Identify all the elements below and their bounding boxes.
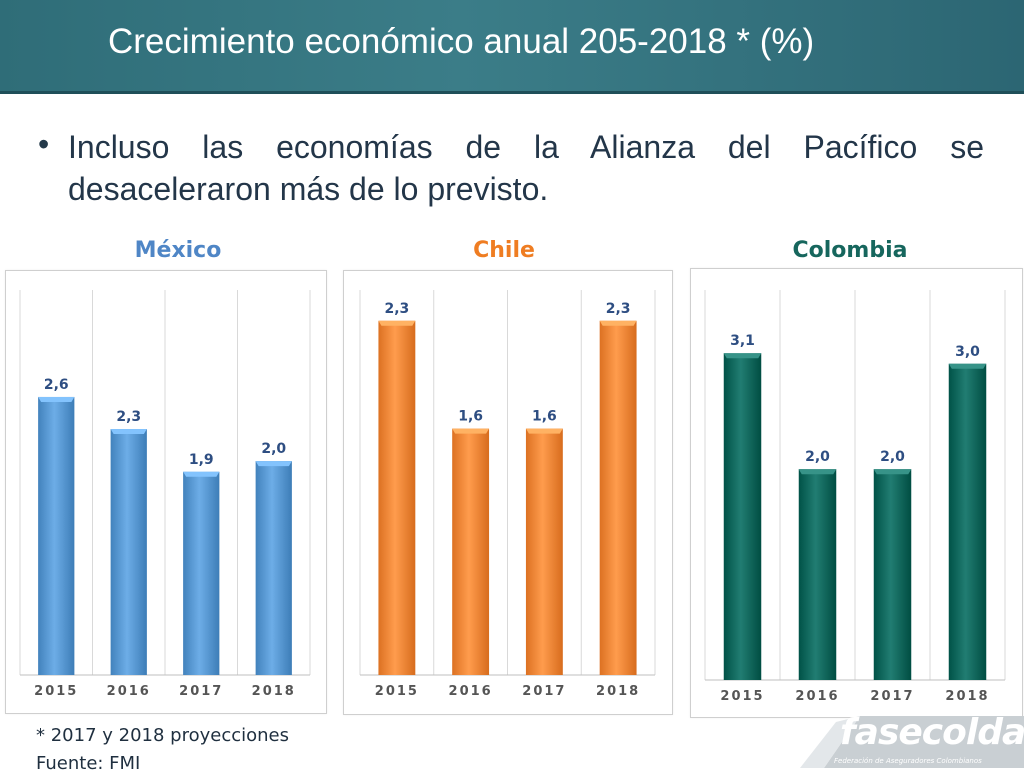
bar-chart-chile: 2,3 2015 1,6 2016 1,6 2017 2,3 2018 <box>359 290 656 699</box>
x-tick-label: 2017 <box>179 684 223 699</box>
bar-cap <box>183 471 220 477</box>
x-tick-label: 2018 <box>252 684 296 699</box>
bar-cap <box>723 353 762 359</box>
data-label: 1,9 <box>189 452 214 468</box>
data-label: 2,3 <box>606 301 631 317</box>
bar-cap <box>798 469 837 475</box>
data-label: 2,0 <box>805 449 830 465</box>
bar-cap <box>452 428 490 434</box>
x-tick-label: 2015 <box>34 684 78 699</box>
title-bar: Crecimiento económico anual 205-2018 * (… <box>0 0 1024 94</box>
slide-title: Crecimiento económico anual 205-2018 * (… <box>108 22 815 61</box>
bar-cap <box>38 396 75 402</box>
x-tick-label: 2017 <box>870 689 914 704</box>
x-tick-label: 2016 <box>449 684 493 699</box>
data-label: 2,0 <box>880 449 905 465</box>
bar-chart-mexico: 2,6 2015 2,3 2016 1,9 2017 2,0 2018 <box>19 290 311 699</box>
bullet-dot: • <box>38 126 50 162</box>
fasecolda-logo: fasecolda Federación de Aseguradores Col… <box>790 712 1024 768</box>
bar-2017 <box>525 428 563 675</box>
bar-2015 <box>723 353 762 680</box>
bar-chart-colombia: 3,1 2015 2,0 2016 2,0 2017 3,0 2018 <box>704 290 1006 704</box>
chart-title-chile: Chile <box>473 238 535 263</box>
bar-cap <box>378 320 416 326</box>
bar-cap <box>873 469 912 475</box>
bullet-text: Incluso las economías de la Alianza del … <box>68 129 984 207</box>
bar-cap <box>110 429 147 435</box>
bar-2018 <box>948 363 987 680</box>
bar-cap <box>525 428 563 434</box>
logo-tagline: Federación de Aseguradores Colombianos <box>834 757 982 765</box>
data-label: 1,6 <box>458 409 483 425</box>
chart-title-colombia: Colombia <box>792 238 908 263</box>
bar-cap <box>255 461 292 467</box>
data-label: 2,3 <box>384 301 409 317</box>
source-note: Fuente: FMI <box>36 753 141 774</box>
data-label: 3,0 <box>955 344 980 360</box>
bar-2016 <box>452 428 490 675</box>
x-tick-label: 2015 <box>720 689 764 704</box>
data-label: 2,0 <box>261 441 286 457</box>
chart-title-mexico: México <box>134 238 222 263</box>
data-label: 3,1 <box>730 333 755 349</box>
x-tick-label: 2016 <box>107 684 151 699</box>
logo-wordmark: fasecolda <box>840 712 1024 753</box>
bar-cap <box>948 363 987 369</box>
data-label: 2,6 <box>44 377 69 393</box>
data-label: 2,3 <box>116 409 141 425</box>
x-tick-label: 2015 <box>375 684 419 699</box>
bar-2018 <box>599 320 637 675</box>
bar-2018 <box>255 461 292 675</box>
logo-shape <box>800 716 1024 768</box>
x-tick-label: 2016 <box>795 689 839 704</box>
bar-2015 <box>378 320 416 675</box>
x-tick-label: 2017 <box>522 684 566 699</box>
footnote: * 2017 y 2018 proyecciones <box>36 725 289 746</box>
bar-2015 <box>38 396 75 675</box>
bar-2016 <box>798 469 837 680</box>
bar-2016 <box>110 429 147 675</box>
x-tick-label: 2018 <box>945 689 989 704</box>
bar-cap <box>599 320 637 326</box>
data-label: 1,6 <box>532 409 557 425</box>
bar-2017 <box>183 471 220 675</box>
bar-2017 <box>873 469 912 680</box>
x-tick-label: 2018 <box>596 684 640 699</box>
